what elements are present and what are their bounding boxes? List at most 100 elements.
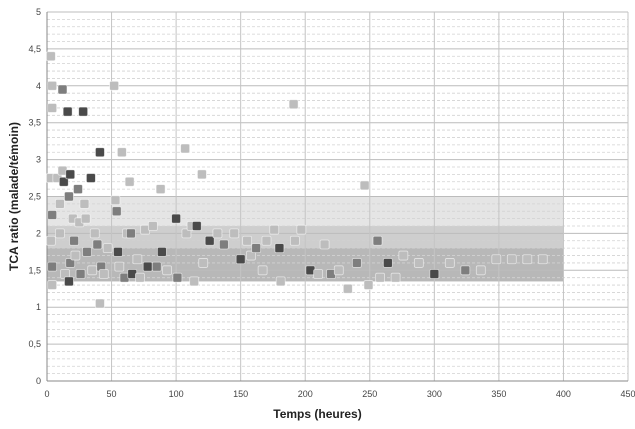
data-point-73	[235, 254, 246, 265]
data-point-18	[65, 169, 76, 180]
x-tick-label: 100	[169, 389, 184, 399]
data-point-100	[429, 269, 440, 279]
data-point-65	[189, 276, 200, 287]
data-point-6	[45, 235, 56, 246]
data-point-69	[204, 235, 215, 246]
y-tick-label: 4	[36, 81, 41, 91]
data-point-104	[491, 254, 502, 265]
y-tick-label: 0,5	[28, 339, 41, 349]
data-point-59	[162, 265, 172, 276]
data-point-61	[172, 272, 183, 283]
data-point-8	[47, 280, 58, 290]
data-point-30	[82, 246, 92, 257]
data-point-20	[64, 276, 74, 287]
y-tick-label: 3,5	[28, 118, 41, 128]
data-point-38	[98, 269, 109, 279]
data-point-67	[197, 169, 207, 180]
data-point-27	[78, 106, 89, 117]
y-tick-labels: 0 0,5 1 1,5 2 2,5 3 3,5 4 4,5 5	[28, 7, 41, 386]
data-point-48	[124, 176, 135, 187]
y-axis-title: TCA ratio (malade/témoin)	[7, 122, 21, 271]
data-point-52	[135, 272, 145, 283]
x-axis-title: Temps (heures)	[273, 407, 361, 421]
data-point-12	[57, 84, 68, 95]
x-tick-label: 0	[44, 389, 49, 399]
data-point-22	[69, 235, 80, 246]
data-point-68	[198, 258, 209, 268]
data-point-29	[80, 213, 91, 224]
data-point-57	[155, 184, 166, 195]
x-tick-label: 300	[427, 389, 442, 399]
data-point-7	[47, 261, 58, 272]
data-point-28	[79, 198, 90, 209]
data-point-26	[75, 269, 86, 279]
data-point-33	[89, 228, 100, 239]
x-tick-label: 250	[362, 389, 377, 399]
data-point-86	[313, 269, 324, 279]
data-point-80	[274, 243, 285, 254]
data-point-42	[111, 206, 122, 217]
data-point-94	[372, 235, 383, 246]
data-point-32	[87, 265, 98, 276]
y-tick-label: 5	[36, 7, 41, 17]
data-point-106	[522, 254, 533, 265]
data-point-17	[64, 191, 74, 202]
x-tick-label: 50	[107, 389, 117, 399]
data-point-49	[126, 228, 136, 239]
data-point-58	[157, 246, 167, 257]
data-point-24	[73, 184, 83, 195]
data-point-43	[113, 246, 123, 257]
data-point-34	[92, 239, 103, 250]
data-point-14	[58, 176, 69, 187]
data-point-74	[242, 235, 253, 246]
data-point-89	[333, 265, 344, 276]
data-point-103	[475, 265, 486, 276]
data-point-51	[132, 254, 143, 265]
data-point-93	[363, 280, 374, 290]
data-point-45	[116, 147, 127, 158]
data-point-31	[85, 173, 96, 183]
data-point-62	[180, 143, 191, 154]
data-point-23	[70, 250, 81, 261]
data-point-87	[319, 239, 330, 250]
data-point-39	[102, 243, 113, 254]
data-point-41	[110, 195, 121, 206]
data-point-10	[55, 198, 65, 209]
x-tick-label: 450	[620, 389, 635, 399]
data-point-36	[95, 298, 105, 309]
y-tick-label: 2,5	[28, 192, 41, 202]
x-tick-label: 400	[556, 389, 571, 399]
x-tick-label: 350	[491, 389, 506, 399]
y-tick-label: 3	[36, 155, 41, 165]
data-point-105	[506, 254, 517, 265]
data-point-72	[229, 228, 240, 239]
data-point-70	[212, 228, 223, 239]
data-point-40	[109, 80, 120, 91]
data-point-19	[65, 258, 76, 268]
data-point-78	[261, 235, 272, 246]
data-point-54	[142, 261, 153, 272]
data-point-102	[460, 265, 471, 276]
data-point-101	[444, 258, 455, 268]
data-point-90	[342, 283, 353, 294]
data-point-91	[351, 258, 362, 268]
data-point-55	[147, 221, 158, 231]
data-point-84	[296, 224, 307, 235]
y-tick-label: 0	[36, 376, 41, 386]
y-tick-label: 2	[36, 228, 41, 238]
data-point-5	[47, 210, 58, 220]
axes	[46, 12, 628, 382]
data-point-83	[289, 235, 300, 246]
data-point-75	[246, 250, 256, 261]
data-point-99	[413, 258, 424, 268]
data-point-63	[181, 228, 192, 239]
data-point-96	[382, 258, 393, 268]
data-point-11	[55, 228, 65, 239]
data-point-98	[398, 250, 409, 261]
data-point-35	[95, 147, 105, 158]
data-point-16	[62, 106, 73, 117]
data-point-60	[171, 213, 182, 224]
data-point-107	[537, 254, 548, 265]
y-tick-label: 1	[36, 302, 41, 312]
